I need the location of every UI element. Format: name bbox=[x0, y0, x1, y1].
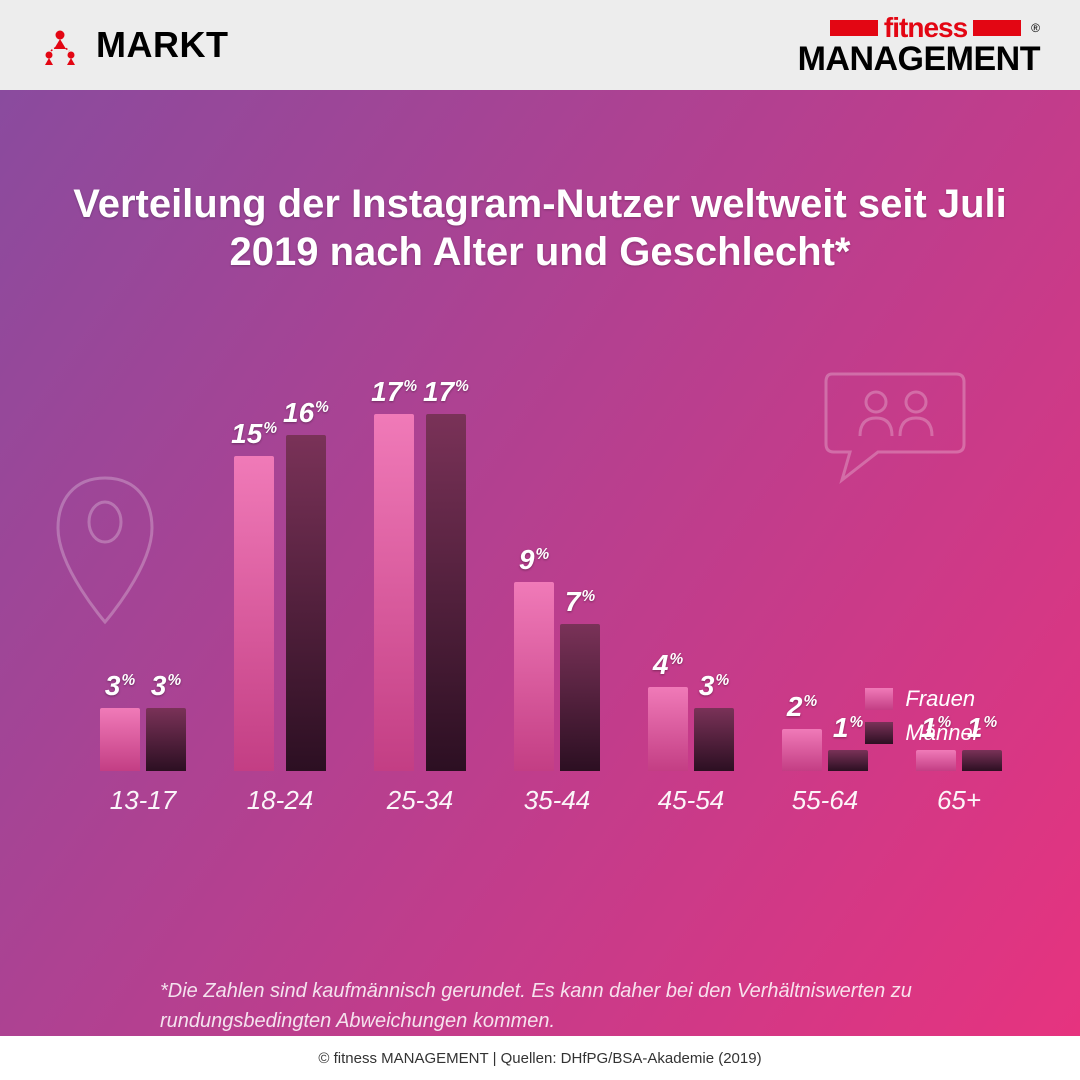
bar-pair: 2% 1% bbox=[782, 361, 868, 771]
legend-row-maenner: Männer bbox=[865, 720, 980, 746]
header-left: MARKT bbox=[40, 24, 228, 66]
bar-value-label: 4% bbox=[653, 649, 683, 681]
bar-value-label: 16% bbox=[283, 397, 329, 429]
bar bbox=[514, 582, 554, 771]
bar-wrap: 7% bbox=[560, 586, 600, 771]
bar bbox=[782, 729, 822, 771]
bar-value-label: 3% bbox=[699, 670, 729, 702]
bar-wrap: 16% bbox=[283, 397, 329, 771]
logo-management-text: MANAGEMENT bbox=[798, 42, 1040, 76]
category-label: 18-24 bbox=[247, 785, 314, 816]
category-group: 2% 1% 55-64 bbox=[782, 361, 868, 816]
legend-label-frauen: Frauen bbox=[905, 686, 975, 712]
footnote: *Die Zahlen sind kaufmännisch gerundet. … bbox=[0, 946, 1080, 1036]
bar-value-label: 3% bbox=[105, 670, 135, 702]
bar-value-label: 15% bbox=[231, 418, 277, 450]
bar bbox=[694, 708, 734, 771]
bar-pair: 9% 7% bbox=[514, 361, 600, 771]
bar-value-label: 2% bbox=[787, 691, 817, 723]
markt-icon bbox=[40, 25, 80, 65]
bar-wrap: 9% bbox=[514, 544, 554, 771]
chart-area: Frauen Männer 3% 3% 13-17 15%16% 18-24 17%17%… bbox=[0, 276, 1080, 946]
bar bbox=[426, 414, 466, 771]
credit-line: © fitness MANAGEMENT | Quellen: DHfPG/BS… bbox=[0, 1036, 1080, 1080]
legend-swatch-frauen bbox=[865, 688, 893, 710]
category-label: 13-17 bbox=[110, 785, 177, 816]
bar-wrap: 17% bbox=[371, 376, 417, 771]
bar-pair: 15%16% bbox=[231, 361, 329, 771]
bar-wrap: 4% bbox=[648, 649, 688, 771]
category-label: 55-64 bbox=[792, 785, 859, 816]
bar-value-label: 1% bbox=[833, 712, 863, 744]
logo-red-block-right bbox=[973, 20, 1021, 36]
bar-value-label: 3% bbox=[151, 670, 181, 702]
page: MARKT fitness ® MANAGEMENT bbox=[0, 0, 1080, 1080]
bar-wrap: 17% bbox=[423, 376, 469, 771]
category-group: 9% 7% 35-44 bbox=[514, 361, 600, 816]
bar-value-label: 9% bbox=[519, 544, 549, 576]
legend: Frauen Männer bbox=[865, 686, 980, 754]
category-label: 25-34 bbox=[387, 785, 454, 816]
bar-wrap: 3% bbox=[694, 670, 734, 771]
bar bbox=[146, 708, 186, 771]
bar-wrap: 3% bbox=[146, 670, 186, 771]
registered-mark: ® bbox=[1031, 22, 1040, 34]
legend-swatch-maenner bbox=[865, 722, 893, 744]
bar-value-label: 17% bbox=[371, 376, 417, 408]
panel-content: Verteilung der Instagram-Nutzer weltweit… bbox=[0, 90, 1080, 1036]
main-panel: Verteilung der Instagram-Nutzer weltweit… bbox=[0, 90, 1080, 1036]
category-group: 3% 3% 13-17 bbox=[100, 361, 186, 816]
bar bbox=[560, 624, 600, 771]
bar-wrap: 2% bbox=[782, 691, 822, 771]
bar-pair: 4% 3% bbox=[648, 361, 734, 771]
category-group: 15%16% 18-24 bbox=[234, 361, 326, 816]
legend-row-frauen: Frauen bbox=[865, 686, 980, 712]
bar bbox=[286, 435, 326, 771]
legend-label-maenner: Männer bbox=[905, 720, 980, 746]
chart-title: Verteilung der Instagram-Nutzer weltweit… bbox=[0, 90, 1080, 276]
category-label: 45-54 bbox=[658, 785, 725, 816]
header-bar: MARKT fitness ® MANAGEMENT bbox=[0, 0, 1080, 90]
bar-wrap: 1% bbox=[828, 712, 868, 771]
category-label: 35-44 bbox=[524, 785, 591, 816]
bar bbox=[648, 687, 688, 771]
bar-wrap: 3% bbox=[100, 670, 140, 771]
logo-fitness-text: fitness bbox=[884, 14, 967, 42]
category-group: 4% 3% 45-54 bbox=[648, 361, 734, 816]
bar bbox=[374, 414, 414, 771]
bar bbox=[234, 456, 274, 771]
brand-logo: fitness ® MANAGEMENT bbox=[798, 14, 1040, 76]
bar bbox=[100, 708, 140, 771]
section-title: MARKT bbox=[96, 24, 228, 66]
bar-value-label: 7% bbox=[565, 586, 595, 618]
logo-top-row: fitness ® bbox=[830, 14, 1040, 42]
logo-red-block-left bbox=[830, 20, 878, 36]
category-group: 17%17% 25-34 bbox=[374, 361, 466, 816]
bar-pair: 3% 3% bbox=[100, 361, 186, 771]
bar-value-label: 17% bbox=[423, 376, 469, 408]
bar bbox=[828, 750, 868, 771]
bar-pair: 17%17% bbox=[371, 361, 469, 771]
category-label: 65+ bbox=[937, 785, 981, 816]
bars-row: 3% 3% 13-17 15%16% 18-24 17%17% 25-34 9% 7% 35-44… bbox=[80, 346, 1000, 816]
bar-wrap: 15% bbox=[231, 418, 277, 771]
